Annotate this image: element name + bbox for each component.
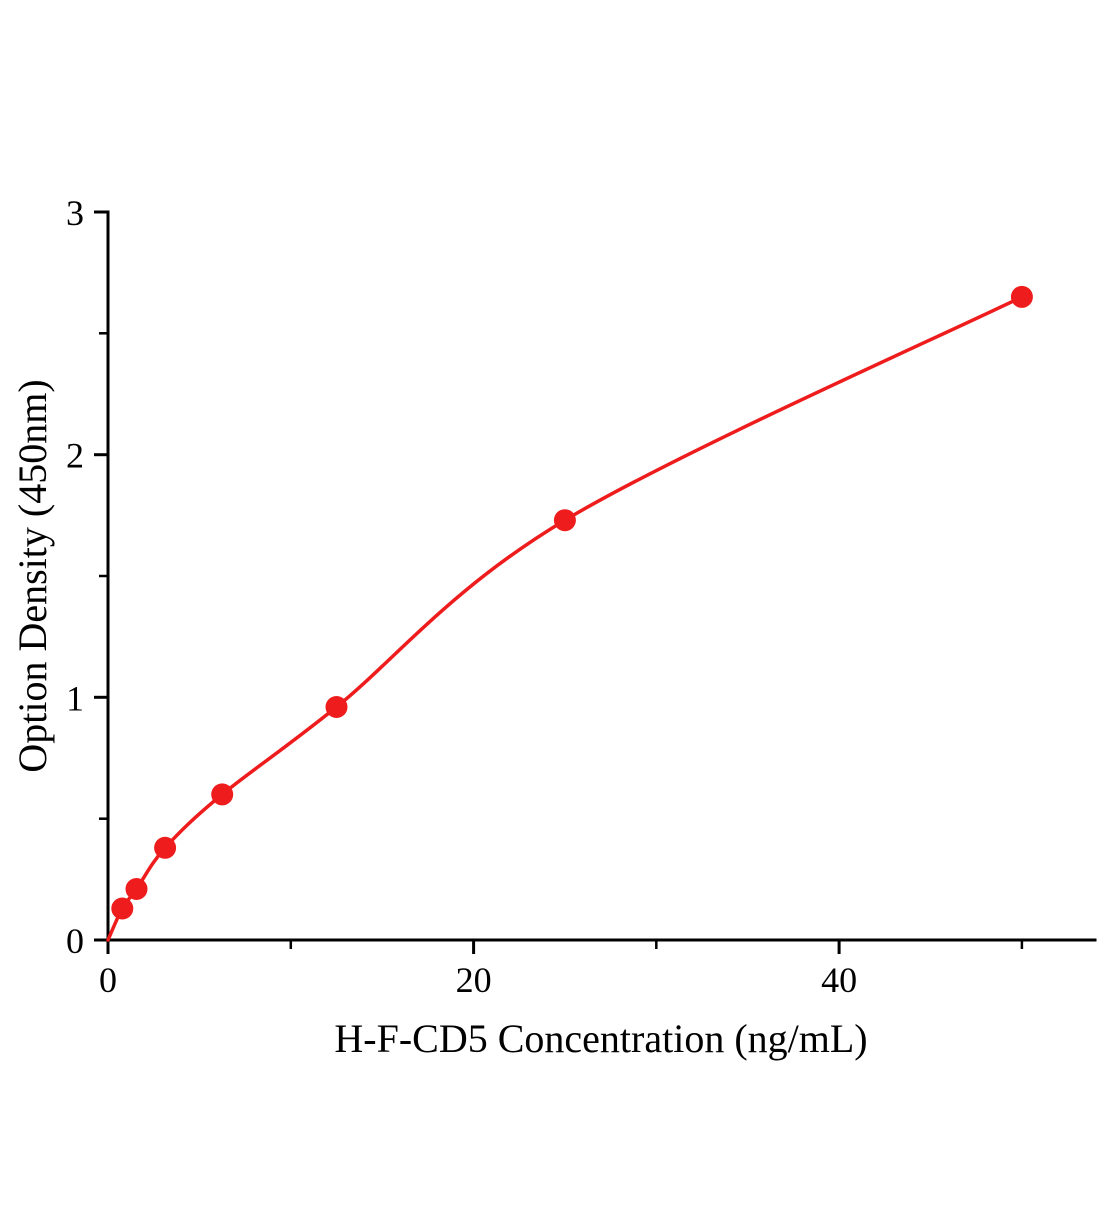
axes-frame	[106, 210, 1097, 942]
plot-area: 0 20 40 0 1 2 3	[66, 193, 1097, 1000]
y-tick-label: 3	[66, 193, 84, 233]
data-point	[154, 836, 177, 859]
data-point	[1010, 285, 1033, 308]
data-point	[111, 897, 134, 920]
y-axis-title: Option Density (450nm)	[10, 379, 55, 772]
data-point	[125, 878, 148, 900]
data-point	[325, 696, 348, 718]
x-tick-label: 0	[99, 960, 117, 1000]
fit-curve	[106, 295, 1024, 942]
y-tick-label: 2	[66, 436, 84, 476]
y-tick-label: 0	[66, 921, 84, 961]
x-tick-label: 20	[456, 960, 492, 1000]
x-tick-label: 40	[821, 960, 857, 1000]
x-axis-title: H-F-CD5 Concentration (ng/mL)	[334, 1016, 867, 1061]
data-point	[553, 509, 576, 532]
data-point	[211, 783, 234, 806]
y-tick-label: 1	[66, 678, 84, 718]
